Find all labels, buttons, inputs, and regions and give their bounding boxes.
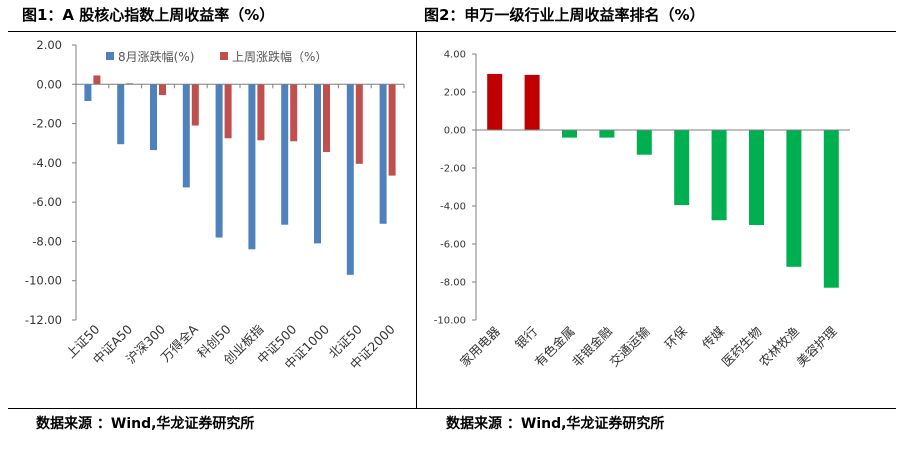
bar (524, 74, 540, 130)
chart2-title: 图2：申万一级行业上周收益率排名（%） (424, 6, 705, 24)
bar-aug (379, 84, 387, 224)
bar-week (388, 84, 396, 176)
x-tick-label: 医药生物 (719, 324, 765, 370)
y-tick-label: -8.00 (440, 278, 466, 289)
panel-divider (416, 31, 417, 408)
y-tick-label: 2.00 (36, 38, 62, 52)
bar (749, 130, 764, 225)
bar-week (224, 84, 232, 139)
y-tick-label: 0.00 (444, 126, 466, 137)
legend-label: 8月涨跌幅(%) (118, 49, 194, 64)
bar (711, 130, 727, 221)
chart2-source: 数据来源 ：Wind,华龙证券研究所 (446, 416, 665, 432)
bar (823, 130, 839, 288)
x-tick-label: 家用电器 (457, 323, 503, 369)
y-tick-label: -6.00 (440, 240, 466, 251)
bar (786, 130, 802, 267)
y-tick-label: -2.00 (32, 117, 62, 131)
chart1-source: 数据来源 ：Wind,华龙证券研究所 (36, 416, 255, 432)
x-tick-label: 农林牧渔 (756, 324, 802, 370)
x-tick-label: 交通运输 (606, 323, 652, 369)
x-tick-label: 环保 (662, 323, 691, 352)
y-tick-label: -10.00 (25, 274, 62, 288)
bar-aug (346, 84, 354, 275)
bar-aug (281, 84, 289, 225)
bar (487, 73, 503, 130)
bar-aug (84, 84, 92, 101)
bar-aug (314, 84, 321, 244)
y-tick-label: -2.00 (440, 164, 466, 175)
y-tick-label: -4.00 (32, 156, 62, 170)
bar-week (191, 84, 199, 126)
top-rule (8, 31, 896, 32)
chart1-svg: 2.00 0.00 -2.00 -4.00 -6.00 -8.00 -10.00 -12.00… (25, 38, 405, 372)
y-tick-label: 4.00 (444, 50, 466, 61)
bar-aug (150, 84, 157, 151)
y-tick-label: -6.00 (32, 195, 62, 209)
chart1-title: 图1：A 股核心指数上周收益率（%） (22, 6, 275, 24)
y-tick-label: 2.00 (444, 88, 466, 99)
x-tick-label: 有色金属 (532, 324, 578, 370)
x-tick-label: 非银金融 (569, 323, 615, 369)
bottom-rule (8, 408, 896, 409)
bar-aug (248, 84, 256, 250)
bar-week (159, 84, 166, 96)
y-tick-label: -4.00 (440, 202, 466, 213)
bar-aug (215, 84, 223, 238)
bar (562, 130, 577, 138)
legend-swatch (220, 52, 228, 60)
y-tick-label: -12.00 (25, 313, 62, 327)
bar (674, 130, 690, 206)
bar (599, 130, 615, 138)
bar-aug (182, 84, 190, 188)
x-tick-label: 银行 (512, 324, 540, 352)
bar-aug (117, 84, 125, 145)
legend-label: 上周涨跌幅（%） (232, 49, 327, 64)
bar-week (355, 84, 363, 164)
legend-swatch (106, 52, 114, 60)
x-tick-label: 传媒 (699, 323, 728, 352)
bar (636, 130, 652, 155)
y-tick-label: 0.00 (36, 77, 62, 91)
bar-week (93, 75, 101, 85)
x-tick-label: 美容护理 (793, 323, 839, 369)
y-tick-label: -8.00 (32, 234, 62, 248)
chart2-svg: 4.00 2.00 0.00 -2.00 -4.00 -6.00 -8.00 -10.00家用… (434, 50, 850, 370)
bar-week (323, 84, 330, 153)
bar-week (257, 84, 265, 141)
y-tick-label: -10.00 (434, 316, 466, 327)
bar-week (290, 84, 298, 142)
